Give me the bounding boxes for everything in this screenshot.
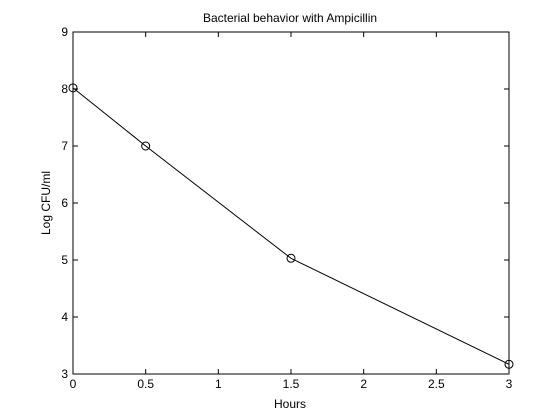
data-point (141, 141, 151, 151)
x-axis-label: Hours (274, 397, 306, 411)
plot-area (72, 31, 510, 375)
data-point (68, 83, 78, 93)
data-point (286, 253, 296, 263)
x-tick-label: 1 (215, 377, 222, 391)
y-tick-label: 5 (61, 253, 68, 267)
chart-title: Bacterial behavior with Ampicillin (203, 11, 377, 25)
x-tick-label: 2.5 (428, 377, 445, 391)
y-tick-label: 9 (61, 25, 68, 39)
x-tick-label: 2 (360, 377, 367, 391)
y-tick-label: 4 (61, 310, 68, 324)
x-tick-label: 1.5 (283, 377, 300, 391)
y-tick-label: 6 (61, 196, 68, 210)
y-tick-label: 7 (61, 139, 68, 153)
y-tick-label: 3 (61, 367, 68, 381)
x-tick-label: 0 (70, 377, 77, 391)
data-layer (68, 83, 514, 369)
y-tick-label: 8 (61, 82, 68, 96)
data-point (504, 359, 514, 369)
series-line (72, 87, 510, 365)
x-tick-label: 0.5 (137, 377, 154, 391)
x-axis: 0 0.5 1 1.5 2 2.5 3 (70, 32, 513, 391)
y-axis: 3 4 5 6 7 8 9 (61, 25, 509, 381)
x-tick-label: 3 (506, 377, 513, 391)
y-axis-label: Log CFU/ml (39, 171, 53, 235)
